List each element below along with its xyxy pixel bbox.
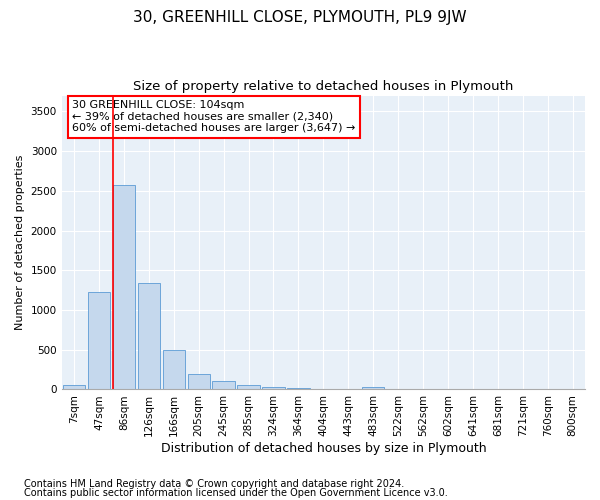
Bar	[262, 387, 285, 390]
X-axis label: Distribution of detached houses by size in Plymouth: Distribution of detached houses by size …	[161, 442, 486, 455]
Bar	[137, 283, 160, 390]
Y-axis label: Number of detached properties: Number of detached properties	[15, 155, 25, 330]
Title: Size of property relative to detached houses in Plymouth: Size of property relative to detached ho…	[133, 80, 514, 93]
Text: 30 GREENHILL CLOSE: 104sqm
← 39% of detached houses are smaller (2,340)
60% of s: 30 GREENHILL CLOSE: 104sqm ← 39% of deta…	[72, 100, 356, 133]
Bar	[362, 387, 385, 390]
Text: Contains public sector information licensed under the Open Government Licence v3: Contains public sector information licen…	[24, 488, 448, 498]
Bar	[287, 388, 310, 390]
Text: Contains HM Land Registry data © Crown copyright and database right 2024.: Contains HM Land Registry data © Crown c…	[24, 479, 404, 489]
Bar	[163, 350, 185, 390]
Bar	[238, 386, 260, 390]
Bar	[212, 380, 235, 390]
Bar	[188, 374, 210, 390]
Bar	[88, 292, 110, 390]
Text: 30, GREENHILL CLOSE, PLYMOUTH, PL9 9JW: 30, GREENHILL CLOSE, PLYMOUTH, PL9 9JW	[133, 10, 467, 25]
Bar	[113, 184, 135, 390]
Bar	[63, 386, 85, 390]
